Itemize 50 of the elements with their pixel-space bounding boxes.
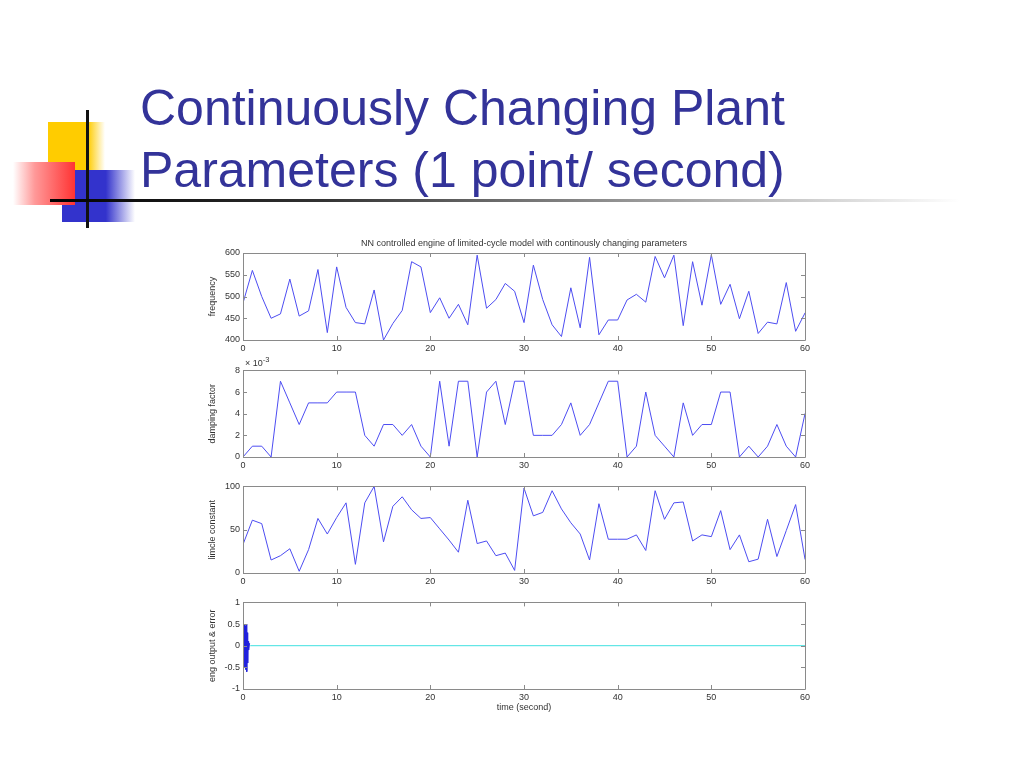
x-tick-label: 10 (331, 342, 342, 353)
y-tick-label: 0.5 (227, 618, 240, 629)
y-tick-label: 8 (234, 364, 240, 375)
x-tick-label: 50 (706, 459, 717, 470)
x-tick-label: 40 (612, 575, 623, 586)
x-tick-label: 50 (706, 691, 717, 702)
y-tick-label: 450 (224, 312, 240, 323)
y-tick-label: 0 (234, 451, 240, 462)
x-tick-label: 40 (612, 691, 623, 702)
x-tick-label: 50 (706, 342, 717, 353)
y-tick-label: 4 (234, 408, 240, 419)
y-tick-label: 6 (234, 386, 240, 397)
y-tick-label: 2 (234, 429, 240, 440)
x-tick-label: 40 (612, 459, 623, 470)
x-tick-label: 60 (799, 342, 811, 353)
chart-title: Continuously Changing Plant Parameters (1 point/ second) (140, 79, 786, 200)
x-tick-label: 20 (425, 342, 436, 353)
text: × 10$^{-3}$ (245, 355, 270, 368)
x-axis-title: time (second) (496, 702, 552, 713)
y-tick-label: -0.5 (224, 661, 240, 672)
x-tick-label: 20 (425, 691, 436, 702)
y-axis-title: damping factor (206, 383, 217, 444)
x-tick-label: 30 (518, 691, 530, 702)
y-tick-label: 600 (224, 247, 240, 258)
y-axis-title: frequency (206, 276, 217, 317)
x-tick-label: 40 (612, 342, 623, 353)
x-tick-label: 10 (331, 691, 342, 702)
y-tick-label: 0 (234, 567, 240, 578)
y-tick-label: 0 (234, 640, 240, 651)
x-tick-label: 30 (518, 459, 530, 470)
y-tick-label: -1 (231, 683, 240, 694)
y-axis-title: limcle constant (206, 499, 217, 560)
x-tick-label: 10 (331, 575, 342, 586)
x-tick-label: 60 (799, 691, 811, 702)
x-tick-label: 20 (425, 459, 436, 470)
x-tick-label: 10 (331, 459, 342, 470)
y-tick-label: 550 (224, 269, 240, 280)
chart-subtitle: NN controlled engine of limited-cycle model with continously changing parameters (360, 237, 688, 248)
y-tick-label: 500 (224, 290, 240, 301)
x-tick-label: 60 (799, 459, 811, 470)
y-axis-title: eng output & error (206, 609, 217, 682)
y-tick-label: 400 (224, 334, 240, 345)
x-tick-label: 20 (425, 575, 436, 586)
x-tick-label: 60 (799, 575, 811, 586)
y-tick-label: 50 (229, 524, 240, 535)
y-tick-label: 1 (234, 596, 240, 607)
y-tick-label: 100 (224, 480, 240, 491)
x-tick-label: 30 (518, 342, 530, 353)
x-tick-label: 50 (706, 575, 717, 586)
x-tick-label: 30 (518, 575, 530, 586)
